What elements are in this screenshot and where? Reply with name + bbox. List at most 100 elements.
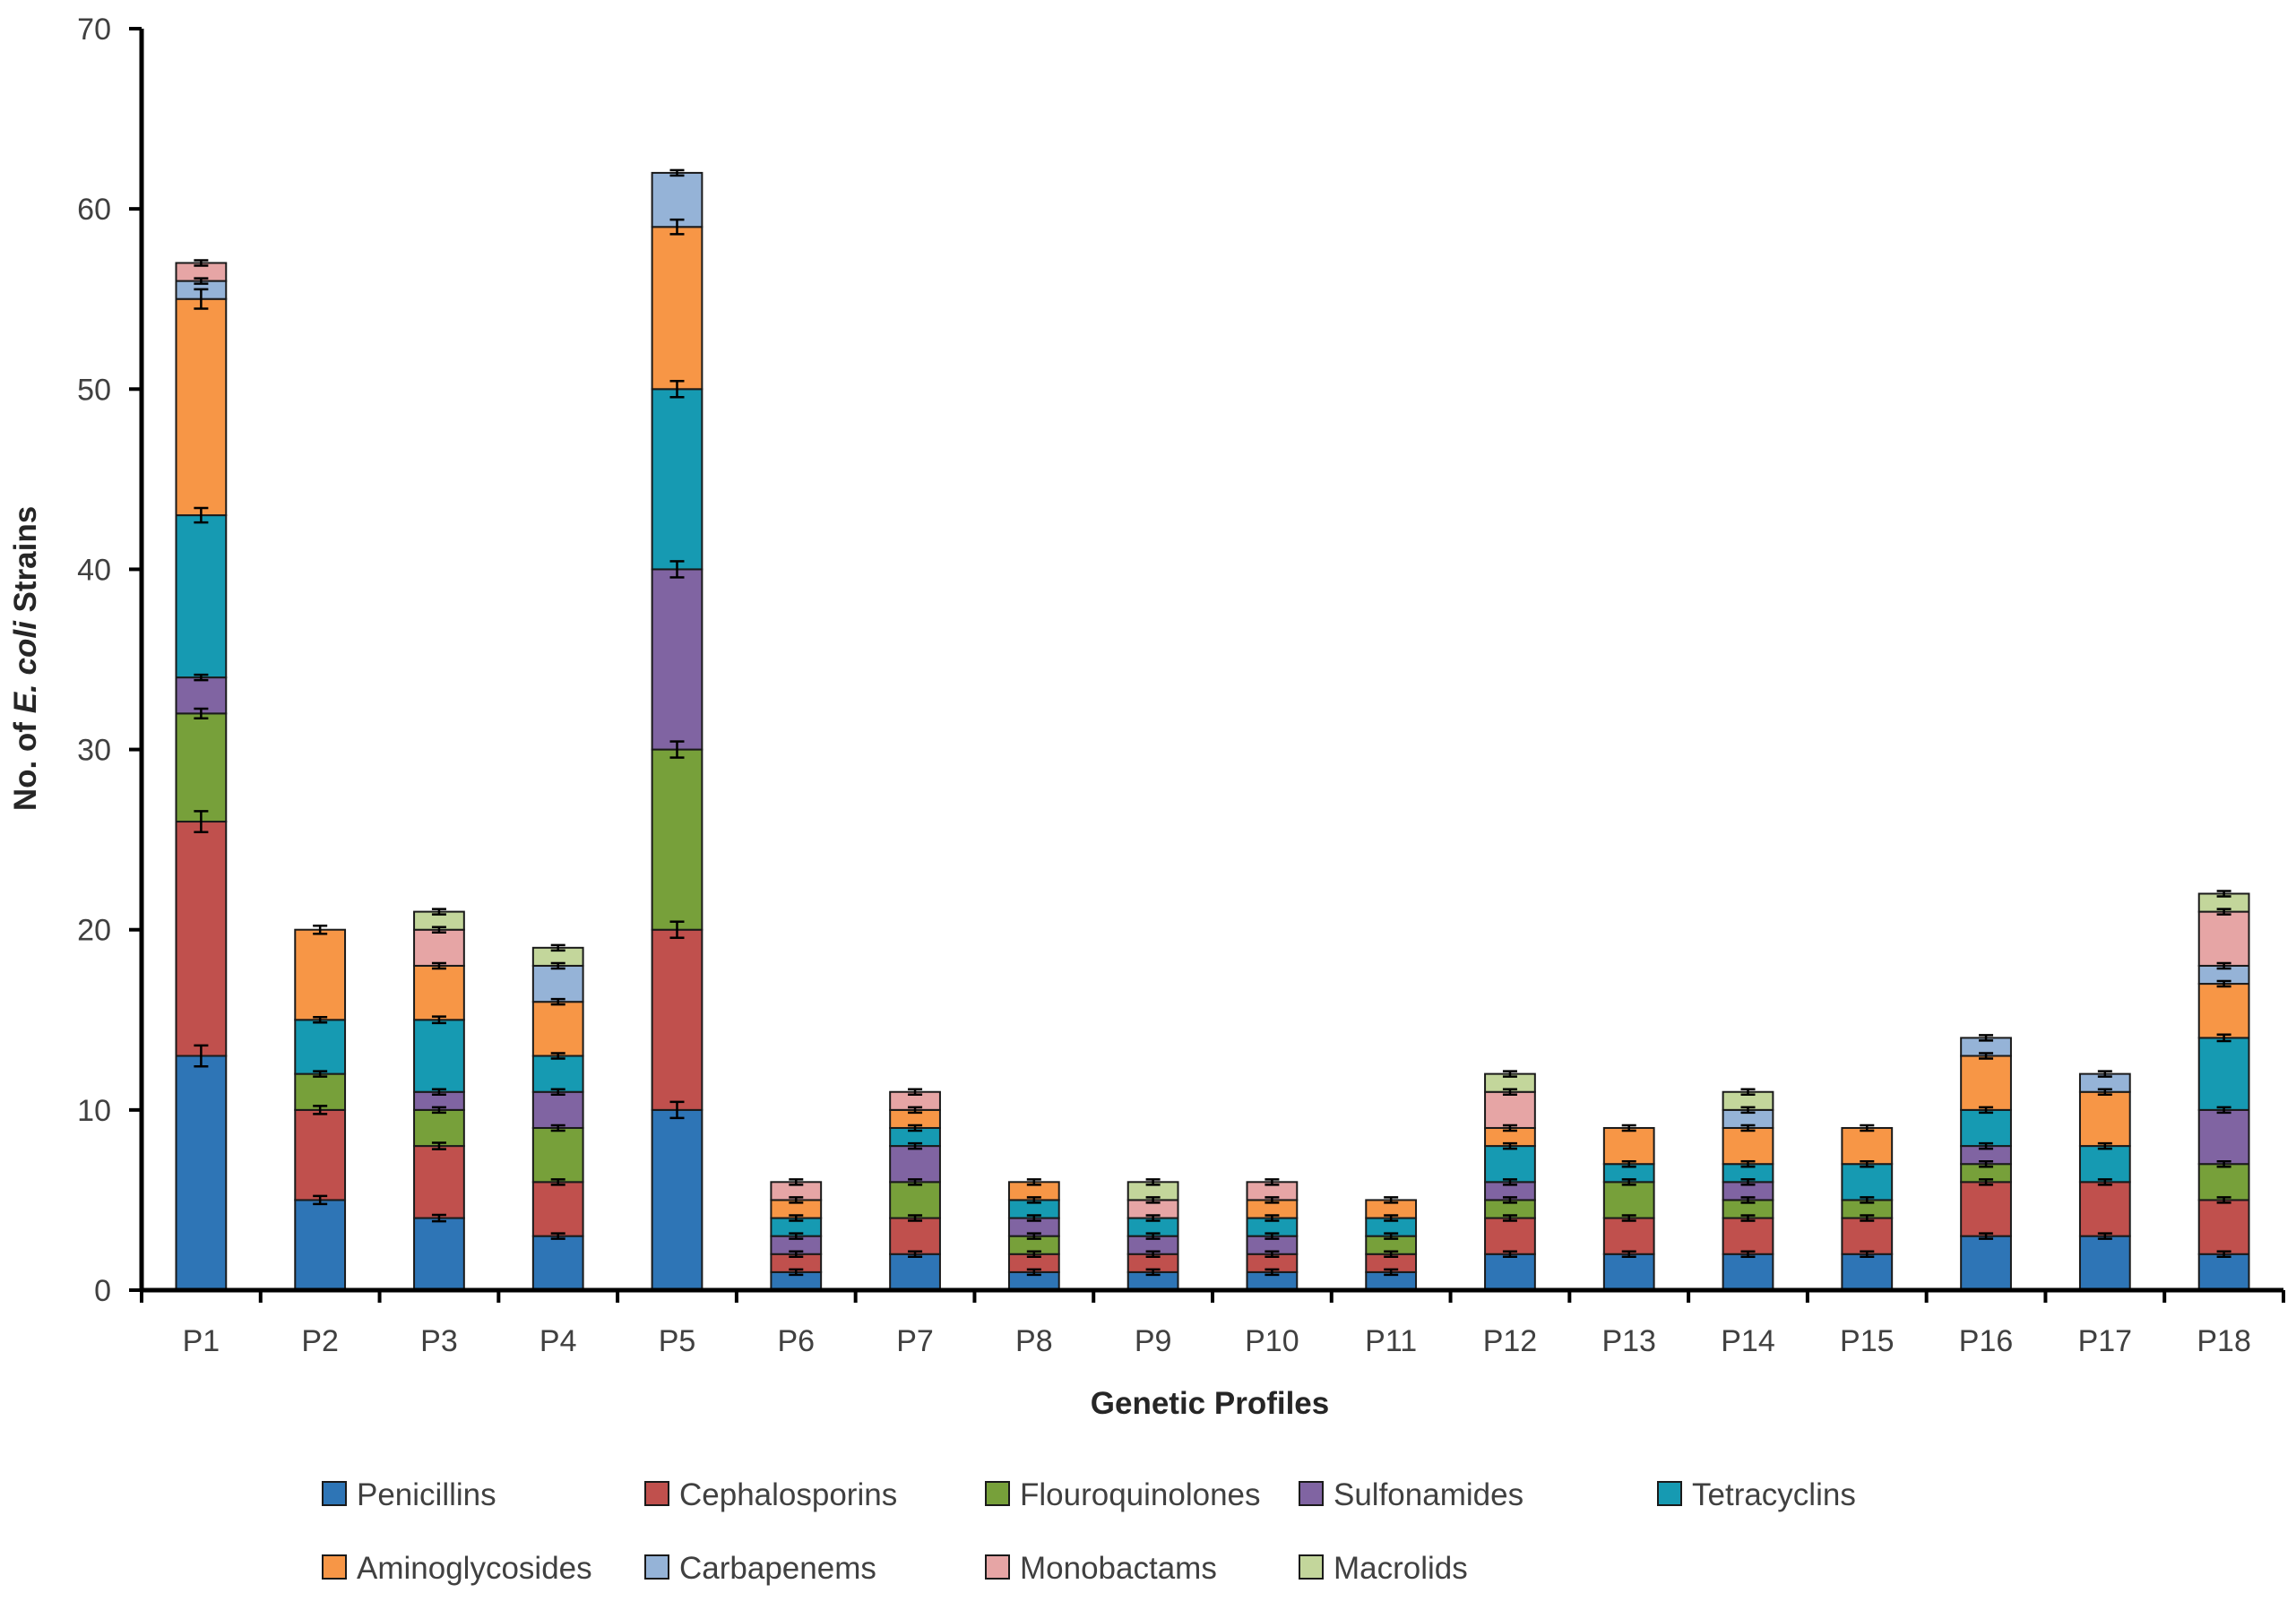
bar-segment bbox=[651, 1108, 703, 1292]
bar-segment bbox=[531, 1126, 584, 1184]
bar-segment bbox=[2078, 1235, 2131, 1291]
x-tick-label: P7 bbox=[896, 1324, 934, 1358]
x-tick-label: P17 bbox=[2078, 1324, 2133, 1358]
bar-segment bbox=[651, 568, 703, 751]
legend-item: Sulfonamides bbox=[1299, 1477, 1523, 1512]
bar-segment bbox=[1960, 1181, 2012, 1237]
bar-segment bbox=[1484, 1090, 1536, 1129]
bar-segment bbox=[413, 1145, 465, 1219]
legend-swatch bbox=[644, 1481, 669, 1506]
bar-segment bbox=[294, 1199, 347, 1292]
bar-segment bbox=[2197, 1253, 2250, 1292]
y-tick-label: 20 bbox=[77, 914, 111, 948]
legend-item: Penicillins bbox=[322, 1477, 496, 1512]
bar-segment bbox=[413, 1217, 465, 1291]
bar-segment bbox=[531, 964, 584, 1003]
legend-label: Carbapenems bbox=[679, 1551, 876, 1586]
legend-item: Flouroquinolones bbox=[985, 1477, 1261, 1512]
bar-segment bbox=[889, 1253, 941, 1292]
x-tick-label: P12 bbox=[1483, 1324, 1538, 1358]
legend-label: Penicillins bbox=[357, 1477, 496, 1512]
y-axis-title-suffix: Strains bbox=[8, 506, 43, 621]
x-tick-label: P2 bbox=[301, 1324, 339, 1358]
legend-item: Aminoglycosides bbox=[322, 1551, 592, 1586]
bar-segment bbox=[175, 712, 228, 823]
y-axis-title-italic: E. coli bbox=[8, 620, 43, 713]
bar-segment bbox=[2078, 1181, 2131, 1237]
bar-segment bbox=[1841, 1253, 1894, 1292]
x-tick-label: P18 bbox=[2197, 1324, 2251, 1358]
legend-label: Macrolids bbox=[1334, 1551, 1468, 1586]
bar-segment bbox=[531, 1181, 584, 1237]
bar-segment bbox=[294, 928, 347, 1021]
legend-label: Tetracyclins bbox=[1692, 1477, 1856, 1512]
y-tick-label: 0 bbox=[94, 1274, 111, 1308]
bar-segment bbox=[531, 1001, 584, 1057]
y-tick-label: 30 bbox=[77, 734, 111, 768]
bar-segment bbox=[2197, 1199, 2250, 1255]
bar-segment bbox=[175, 821, 228, 1057]
bar-segment bbox=[2197, 1108, 2250, 1166]
legend-label: Monobactams bbox=[1020, 1551, 1217, 1586]
y-tick-label: 60 bbox=[77, 193, 111, 227]
legend-swatch bbox=[322, 1554, 347, 1580]
x-tick-label: P15 bbox=[1840, 1324, 1895, 1358]
bar-segment bbox=[531, 1235, 584, 1291]
bar-segment bbox=[889, 1217, 941, 1255]
legend-swatch bbox=[985, 1554, 1010, 1580]
legend-item: Tetracyclins bbox=[1657, 1477, 1856, 1512]
bar-segment bbox=[413, 1019, 465, 1093]
bar-segment bbox=[294, 1108, 347, 1201]
bar-segment bbox=[1484, 1145, 1536, 1184]
bar-segment bbox=[889, 1145, 941, 1184]
bar-segment bbox=[651, 748, 703, 931]
bar-segment bbox=[651, 928, 703, 1111]
x-axis-title: Genetic Profiles bbox=[1091, 1386, 1329, 1421]
legend-swatch bbox=[644, 1554, 669, 1580]
legend-swatch bbox=[1299, 1554, 1324, 1580]
bar-segment bbox=[531, 1090, 584, 1129]
bar-segment bbox=[1722, 1126, 1774, 1166]
x-tick-label: P10 bbox=[1245, 1324, 1299, 1358]
bar-segment bbox=[2197, 1037, 2250, 1111]
legend-swatch bbox=[1657, 1481, 1682, 1506]
bar-segment bbox=[889, 1181, 941, 1219]
tick-labels: 0 10 20 30 40 50 60 70 P1 P2 P3 P4 P5 P6 P7 P8 P9 P10 P11 P… bbox=[77, 13, 2251, 1358]
legend-item: Macrolids bbox=[1299, 1551, 1468, 1586]
bar-segment bbox=[1841, 1163, 1894, 1201]
bar-segment bbox=[651, 388, 703, 571]
bar-segment bbox=[175, 297, 228, 517]
x-tick-label: P9 bbox=[1135, 1324, 1172, 1358]
bar-segment bbox=[413, 1108, 465, 1148]
bar-segment bbox=[2197, 983, 2250, 1039]
x-tick-label: P4 bbox=[539, 1324, 577, 1358]
error-bars bbox=[194, 168, 2231, 1277]
bar-segment bbox=[1960, 1055, 2012, 1111]
bar-segment bbox=[1602, 1181, 1655, 1219]
legend: Penicillins Cephalosporins Flouroquinolone… bbox=[322, 1477, 1856, 1586]
legend-item: Carbapenems bbox=[644, 1551, 876, 1586]
x-tick-label: P6 bbox=[777, 1324, 815, 1358]
bar-segment bbox=[2197, 1163, 2250, 1201]
legend-label: Flouroquinolones bbox=[1020, 1477, 1261, 1512]
bar-segment bbox=[2078, 1145, 2131, 1184]
bar-segment bbox=[531, 1055, 584, 1093]
bar-segment bbox=[2197, 910, 2250, 967]
bar-segment bbox=[1484, 1217, 1536, 1255]
y-tick-label: 70 bbox=[77, 13, 111, 47]
bar-segment bbox=[1602, 1217, 1655, 1255]
bar-segment bbox=[413, 928, 465, 967]
y-axis-title-prefix: No. of bbox=[8, 713, 43, 811]
legend-swatch bbox=[985, 1481, 1010, 1506]
bar-segment bbox=[1960, 1108, 2012, 1148]
x-tick-label: P3 bbox=[420, 1324, 458, 1358]
legend-label: Aminoglycosides bbox=[357, 1551, 592, 1586]
x-tick-label: P1 bbox=[183, 1324, 220, 1358]
y-tick-label: 50 bbox=[77, 373, 111, 407]
bar-segment bbox=[175, 514, 228, 679]
x-tick-label: P14 bbox=[1721, 1324, 1775, 1358]
bar-segment bbox=[651, 226, 703, 391]
x-tick-label: P8 bbox=[1015, 1324, 1053, 1358]
legend-item: Cephalosporins bbox=[644, 1477, 897, 1512]
